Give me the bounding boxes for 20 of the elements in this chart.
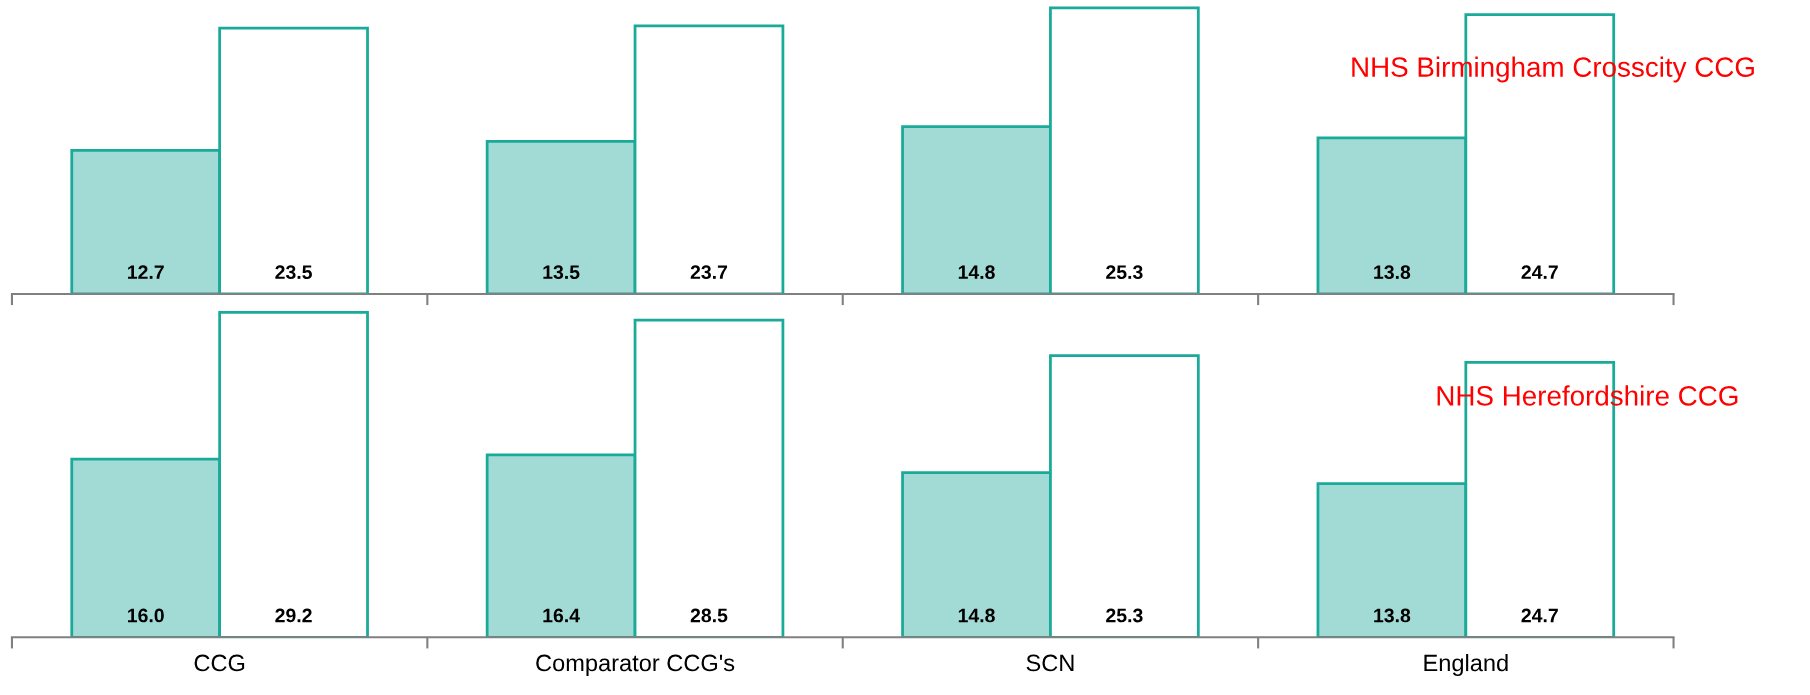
data-label: 25.3 [1106,608,1143,623]
x-tick-label: SCN [1026,654,1074,672]
data-label: 14.8 [958,608,995,623]
x-tick-label: Comparator CCG's [536,654,735,676]
data-label: 13.8 [1374,608,1411,623]
data-label: 23.5 [275,265,312,280]
data-label: 16.0 [128,608,164,623]
data-label: 24.7 [1521,608,1558,623]
x-tick-label: England [1424,653,1508,676]
data-label: 13.5 [543,265,580,280]
data-label: 12.7 [128,265,164,279]
data-label: 29.2 [275,608,312,623]
x-tick-label: CCG [194,654,245,672]
data-label: 25.3 [1106,265,1143,280]
data-label: 24.7 [1521,265,1558,279]
data-label: 13.8 [1374,265,1411,280]
data-label: 14.8 [958,265,995,280]
data-label: 16.4 [543,608,580,623]
data-label: 28.5 [690,608,728,623]
data-label: 23.7 [690,265,728,280]
